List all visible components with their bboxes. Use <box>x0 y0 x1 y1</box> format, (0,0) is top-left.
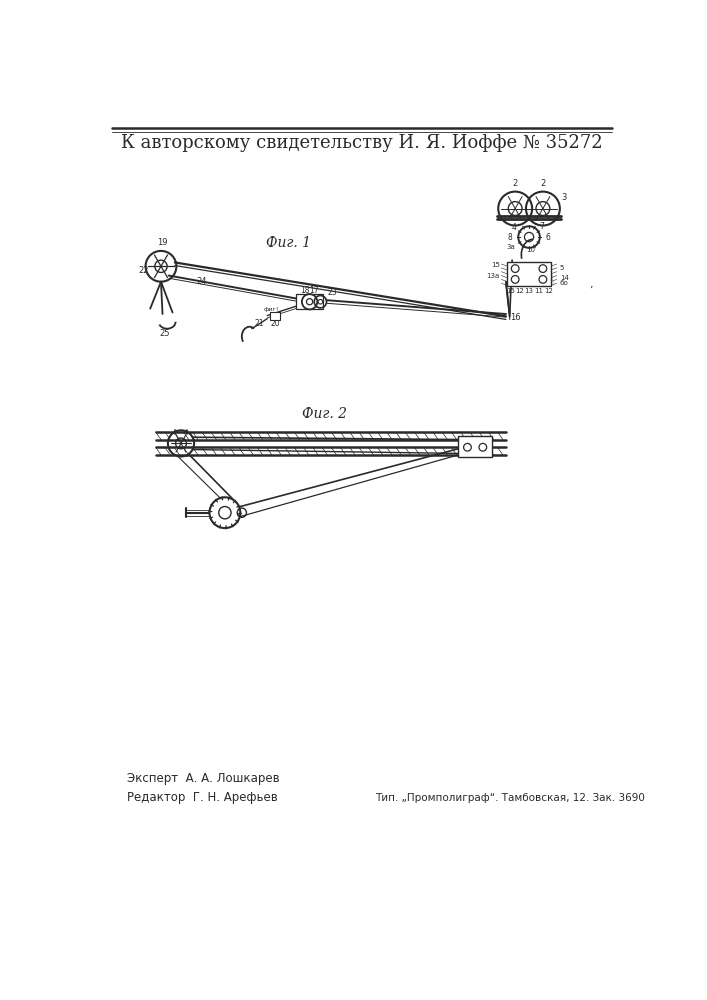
Text: Тип. „Промполиграф“. Тамбовская, 12. Зак. 3690: Тип. „Промполиграф“. Тамбовская, 12. Зак… <box>375 793 645 803</box>
Text: 25: 25 <box>160 329 170 338</box>
Text: 3: 3 <box>561 192 567 202</box>
Text: 24: 24 <box>197 277 207 286</box>
Text: 5: 5 <box>560 265 564 271</box>
Text: 2: 2 <box>540 179 546 188</box>
Text: 16: 16 <box>510 313 520 322</box>
Text: 13a: 13a <box>486 273 500 279</box>
Text: 7: 7 <box>539 222 544 231</box>
Text: фиг!: фиг! <box>263 307 279 312</box>
Bar <box>269 312 281 320</box>
Text: 21: 21 <box>255 319 264 328</box>
Text: 13: 13 <box>525 288 534 294</box>
Text: Эксперт  А. А. Лошкарев: Эксперт А. А. Лошкарев <box>127 772 280 785</box>
Text: 4: 4 <box>511 223 516 232</box>
Text: 10: 10 <box>526 247 535 253</box>
Text: 19: 19 <box>157 238 168 247</box>
Text: ’: ’ <box>589 286 592 296</box>
Text: 18: 18 <box>300 286 310 295</box>
Text: 22: 22 <box>139 266 149 275</box>
Text: 6: 6 <box>546 233 551 242</box>
Text: Фиг. 1: Фиг. 1 <box>267 236 311 250</box>
Text: 6o: 6o <box>560 280 568 286</box>
Text: 12: 12 <box>515 288 524 294</box>
Text: 3a: 3a <box>506 244 515 250</box>
Text: 8: 8 <box>508 233 512 242</box>
Text: 15: 15 <box>506 288 515 294</box>
Bar <box>458 436 492 457</box>
Bar <box>508 262 551 286</box>
Bar <box>296 294 324 309</box>
Text: К авторскому свидетельству И. Я. Иоффе № 35272: К авторскому свидетельству И. Я. Иоффе №… <box>121 134 603 152</box>
Text: Редактор  Г. Н. Арефьев: Редактор Г. Н. Арефьев <box>127 791 278 804</box>
Text: 2: 2 <box>513 179 518 188</box>
Text: 11: 11 <box>534 288 543 294</box>
Text: 14: 14 <box>560 275 568 281</box>
Text: 15: 15 <box>491 262 500 268</box>
Text: 20: 20 <box>270 319 280 328</box>
Text: 23: 23 <box>328 288 337 297</box>
Text: 17: 17 <box>310 286 319 295</box>
Text: Фиг. 2: Фиг. 2 <box>303 407 348 421</box>
Text: 12: 12 <box>544 288 553 294</box>
